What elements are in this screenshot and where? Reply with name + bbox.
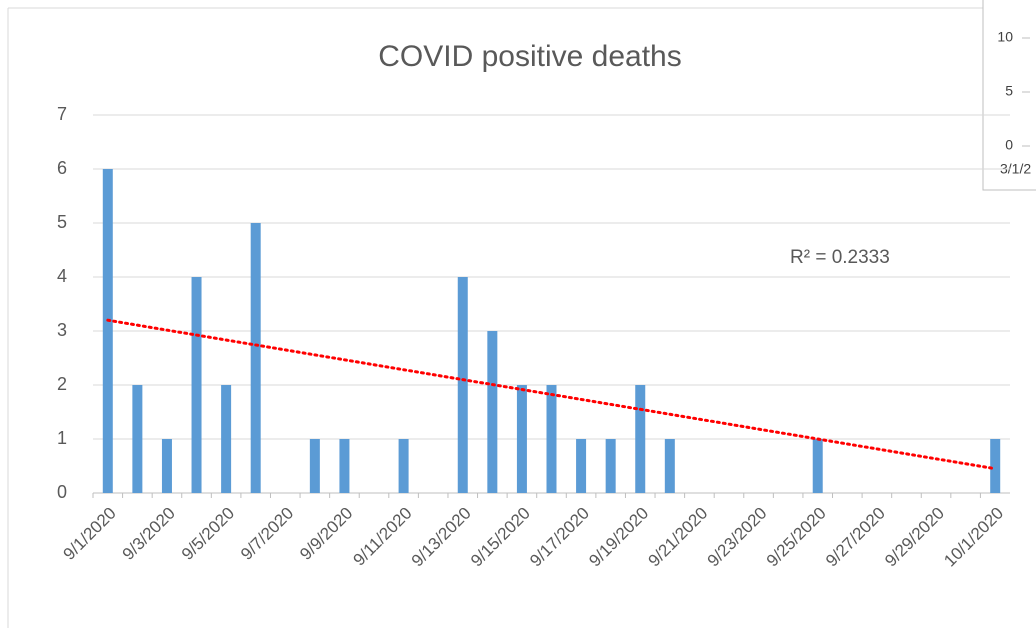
- bar: [102, 169, 113, 493]
- bar: [339, 439, 350, 493]
- x-tick-label: 9/13/2020: [408, 504, 475, 571]
- inset-chart: 0 5 10 3/1/2: [982, 0, 1036, 191]
- y-tick-label: 6: [57, 158, 67, 178]
- x-tick-label: 9/19/2020: [585, 504, 652, 571]
- bar: [132, 385, 143, 493]
- trendline: [106, 318, 997, 471]
- trendline-annotation: R² = 0.2333: [790, 247, 890, 268]
- bar: [516, 385, 527, 493]
- x-tick-label: 9/11/2020: [350, 504, 416, 570]
- y-tick-label: 3: [57, 320, 67, 340]
- y-tick-label: 5: [57, 212, 67, 232]
- bar: [990, 439, 1001, 493]
- x-tick-label: 9/21/2020: [644, 504, 711, 571]
- bar: [576, 439, 587, 493]
- bar: [457, 277, 468, 493]
- bar: [664, 439, 675, 493]
- bar: [812, 439, 823, 493]
- x-tick-label: 9/7/2020: [237, 504, 297, 564]
- bar: [191, 277, 202, 493]
- y-tick-label: 1: [57, 428, 67, 448]
- inset-y-tick-label: 5: [1005, 83, 1013, 99]
- bar: [161, 439, 172, 493]
- inset-y-tick-label: 0: [1005, 137, 1013, 153]
- bar: [309, 439, 320, 493]
- x-tick-label: 9/1/2020: [60, 504, 120, 564]
- chart-title: COVID positive deaths: [378, 40, 681, 73]
- y-tick-label: 0: [57, 482, 67, 502]
- x-tick-label: 9/3/2020: [119, 504, 179, 564]
- inset-frame: [982, 0, 1036, 191]
- x-tick-label: 9/17/2020: [526, 504, 593, 571]
- y-tick-label: 4: [57, 266, 67, 286]
- x-tick-label: 9/5/2020: [178, 504, 238, 564]
- y-tick-label: 7: [57, 104, 67, 124]
- y-tick-label: 2: [57, 374, 67, 394]
- bar: [398, 439, 409, 493]
- x-tick-label: 9/25/2020: [763, 504, 830, 571]
- x-tick-label: 10/1/2020: [940, 504, 1007, 571]
- bar: [546, 385, 557, 493]
- x-tick-label: 9/15/2020: [467, 504, 534, 571]
- bar: [605, 439, 616, 493]
- bar: [487, 331, 498, 493]
- bar: [635, 385, 646, 493]
- inset-x-tick-label: 3/1/2: [1000, 161, 1031, 177]
- inset-y-tick-label: 10: [997, 29, 1013, 45]
- x-tick-label: 9/23/2020: [704, 504, 771, 571]
- x-tick-label: 9/27/2020: [822, 504, 889, 571]
- bar: [221, 385, 232, 493]
- x-tick-label: 9/9/2020: [296, 504, 356, 564]
- x-tick-label: 9/29/2020: [881, 504, 948, 571]
- bar: [250, 223, 261, 493]
